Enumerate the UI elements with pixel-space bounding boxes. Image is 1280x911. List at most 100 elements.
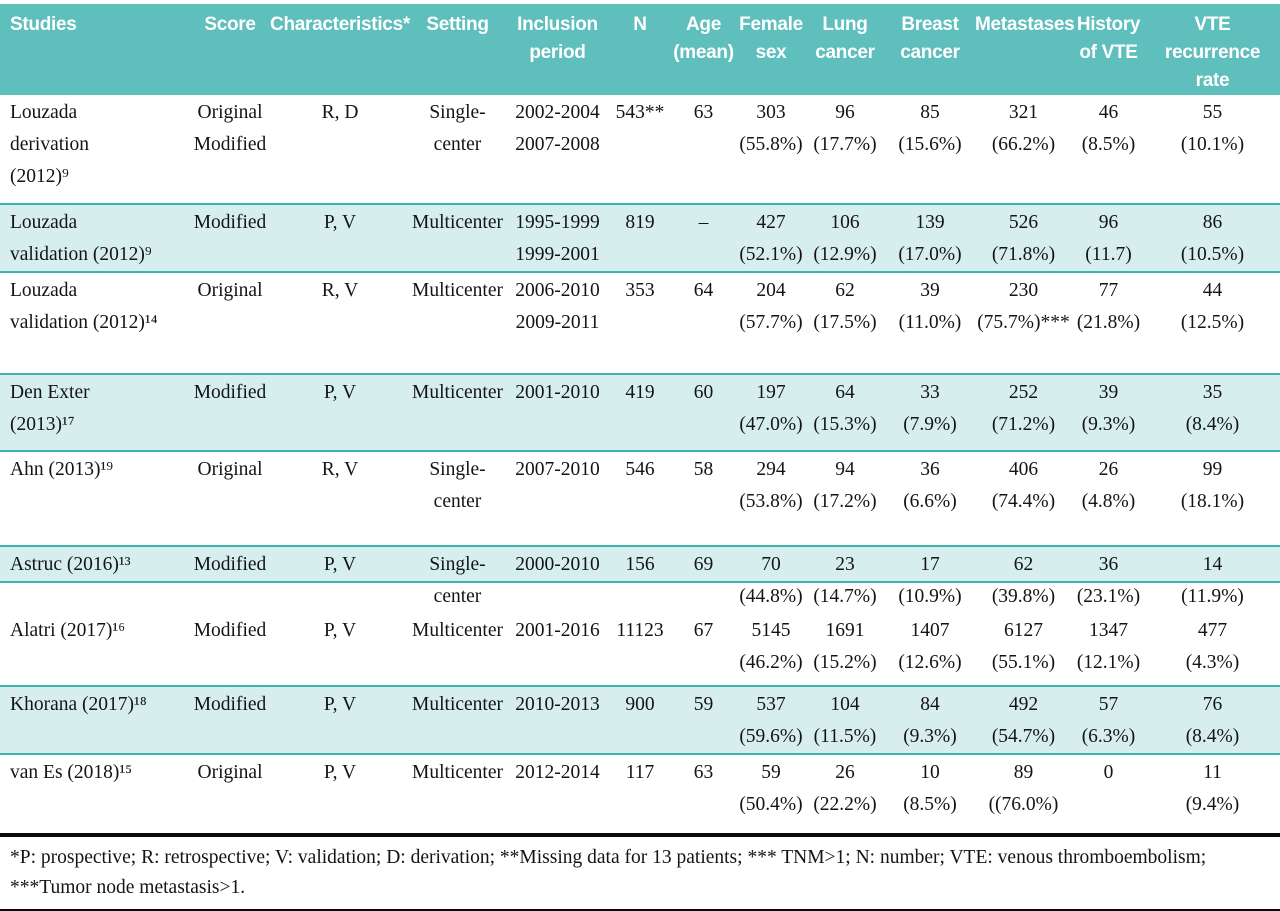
cell-line: (17.7%) [813, 134, 877, 155]
cell-score: Modified [190, 205, 270, 271]
cell-inclusion-period: 2000-2010 [505, 547, 610, 613]
cell-age-mean: 60 [670, 375, 737, 450]
column-header-label: Female [739, 14, 803, 35]
cell-line: (8.5%) [1081, 134, 1136, 155]
cell-line: 33 [920, 382, 940, 403]
cell-line: 819 [625, 212, 655, 233]
cell-line: Original [197, 459, 263, 480]
cell-score: Original [190, 755, 270, 821]
cell-line: (75.7%)*** [977, 312, 1070, 333]
cell-line: 11 [1203, 762, 1222, 783]
table-row: Alatri (2017)¹⁶ Modified P, V Multicenter 20… [0, 613, 1280, 685]
cell-line: (2013)¹⁷ [10, 414, 75, 435]
cell-setting: Multicenter [410, 375, 505, 450]
cell-line: Modified [193, 134, 267, 155]
cell-metastases: 230 (75.7%)*** [975, 273, 1072, 373]
cell-setting: Multicenter [410, 273, 505, 373]
cell-line: Den Exter [10, 382, 90, 403]
cell-line: (9.3%) [1081, 414, 1136, 435]
column-header-lung-cancer: Lung cancer [805, 11, 885, 95]
cell-line: Alatri (2017)¹⁶ [10, 620, 125, 641]
cell-n: 419 [610, 375, 670, 450]
cell-line: (17.0%) [898, 244, 962, 265]
cell-female-sex: 59 (50.4%) [737, 755, 805, 821]
cell-line: 59 [761, 762, 781, 783]
cell-line: 39 [1098, 382, 1119, 403]
cell-history-of-vte: 36 (23.1%) [1072, 547, 1145, 613]
table-body: Louzada derivation (2012)⁹ Original Modified… [0, 95, 1280, 821]
cell-metastases: 252 (71.2%) [975, 375, 1072, 450]
cell-line: (17.5%) [813, 312, 877, 333]
cell-line: 543** [615, 102, 665, 123]
cell-line: 46 [1098, 102, 1119, 123]
cell-line: (44.8%) [739, 586, 803, 607]
cell-line: 900 [625, 694, 655, 715]
cell-line: 62 [1013, 554, 1034, 575]
table-row: Louzada validation (2012)¹⁴ Original R, V Mu… [0, 273, 1280, 373]
cell-line: Single-center [429, 102, 486, 155]
cell-line: 419 [625, 382, 655, 403]
cell-studies: Louzada validation (2012)¹⁴ [0, 273, 190, 373]
cell-line: 197 [756, 382, 786, 403]
cell-history-of-vte: 39 (9.3%) [1072, 375, 1145, 450]
cell-history-of-vte: 46 (8.5%) [1072, 95, 1145, 203]
cell-line: 60 [693, 382, 714, 403]
cell-line: (21.8%) [1076, 312, 1141, 333]
cell-line: Multicenter [412, 762, 503, 783]
cell-metastases: 6127 (55.1%) [975, 613, 1072, 685]
cell-line: (8.5%) [903, 794, 957, 815]
cell-female-sex: 197 (47.0%) [737, 375, 805, 450]
cell-line: (71.8%) [991, 244, 1056, 265]
cell-line: 117 [625, 762, 655, 783]
cell-line: Original [197, 280, 263, 301]
cell-vte-recurrence-rate: 55 (10.1%) [1145, 95, 1280, 203]
cell-metastases: 89 ((76.0%) [975, 755, 1072, 821]
cell-line: 77 [1098, 280, 1119, 301]
cell-line: P, V [323, 620, 357, 641]
cell-lung-cancer: 94 (17.2%) [805, 452, 885, 545]
cell-line: (6.3%) [1081, 726, 1136, 747]
cell-setting: Multicenter [410, 687, 505, 753]
cell-history-of-vte: 26 (4.8%) [1072, 452, 1145, 545]
column-header-n: N [610, 11, 670, 95]
cell-line: (74.4%) [991, 491, 1056, 512]
cell-line: Modified [193, 694, 267, 715]
cell-line: 17 [920, 554, 940, 575]
cell-line: (66.2%) [991, 134, 1056, 155]
cell-line: 67 [693, 620, 714, 641]
cell-line: Multicenter [412, 280, 503, 301]
cell-breast-cancer: 39 (11.0%) [885, 273, 975, 373]
cell-score: Original [190, 452, 270, 545]
cell-line: 64 [693, 280, 714, 301]
cell-breast-cancer: 33 (7.9%) [885, 375, 975, 450]
cell-line: 96 [835, 102, 855, 123]
cell-score: Original [190, 273, 270, 373]
cell-line: Modified [193, 382, 267, 403]
cell-characteristics: P, V [270, 547, 410, 613]
cell-line: 526 [1008, 212, 1039, 233]
cell-female-sex: 70 (44.8%) [737, 547, 805, 613]
cell-line: ((76.0%) [988, 794, 1059, 815]
cell-line: (52.1%) [739, 244, 803, 265]
cell-line: (15.6%) [898, 134, 962, 155]
cell-age-mean: 59 [670, 687, 737, 753]
cell-line: 62 [835, 280, 855, 301]
cell-setting: Single-center [410, 95, 505, 203]
cell-line: 5145 [751, 620, 791, 641]
cell-characteristics: P, V [270, 687, 410, 753]
cell-lung-cancer: 26 (22.2%) [805, 755, 885, 821]
cell-metastases: 321 (66.2%) [975, 95, 1072, 203]
cell-lung-cancer: 106 (12.9%) [805, 205, 885, 271]
cell-line: P, V [323, 762, 357, 783]
cell-line: 35 [1202, 382, 1223, 403]
cell-line: 11123 [616, 620, 664, 641]
cell-line: Multicenter [412, 212, 503, 233]
cell-line: 294 [756, 459, 786, 480]
cell-line: 2002-2004 [515, 102, 600, 123]
cell-vte-recurrence-rate: 99 (18.1%) [1145, 452, 1280, 545]
cell-line: (71.2%) [991, 414, 1056, 435]
cell-line: 1995-1999 [515, 212, 600, 233]
cell-line: 104 [830, 694, 860, 715]
cell-line: 99 [1202, 459, 1223, 480]
cell-line: Louzada [10, 280, 78, 301]
